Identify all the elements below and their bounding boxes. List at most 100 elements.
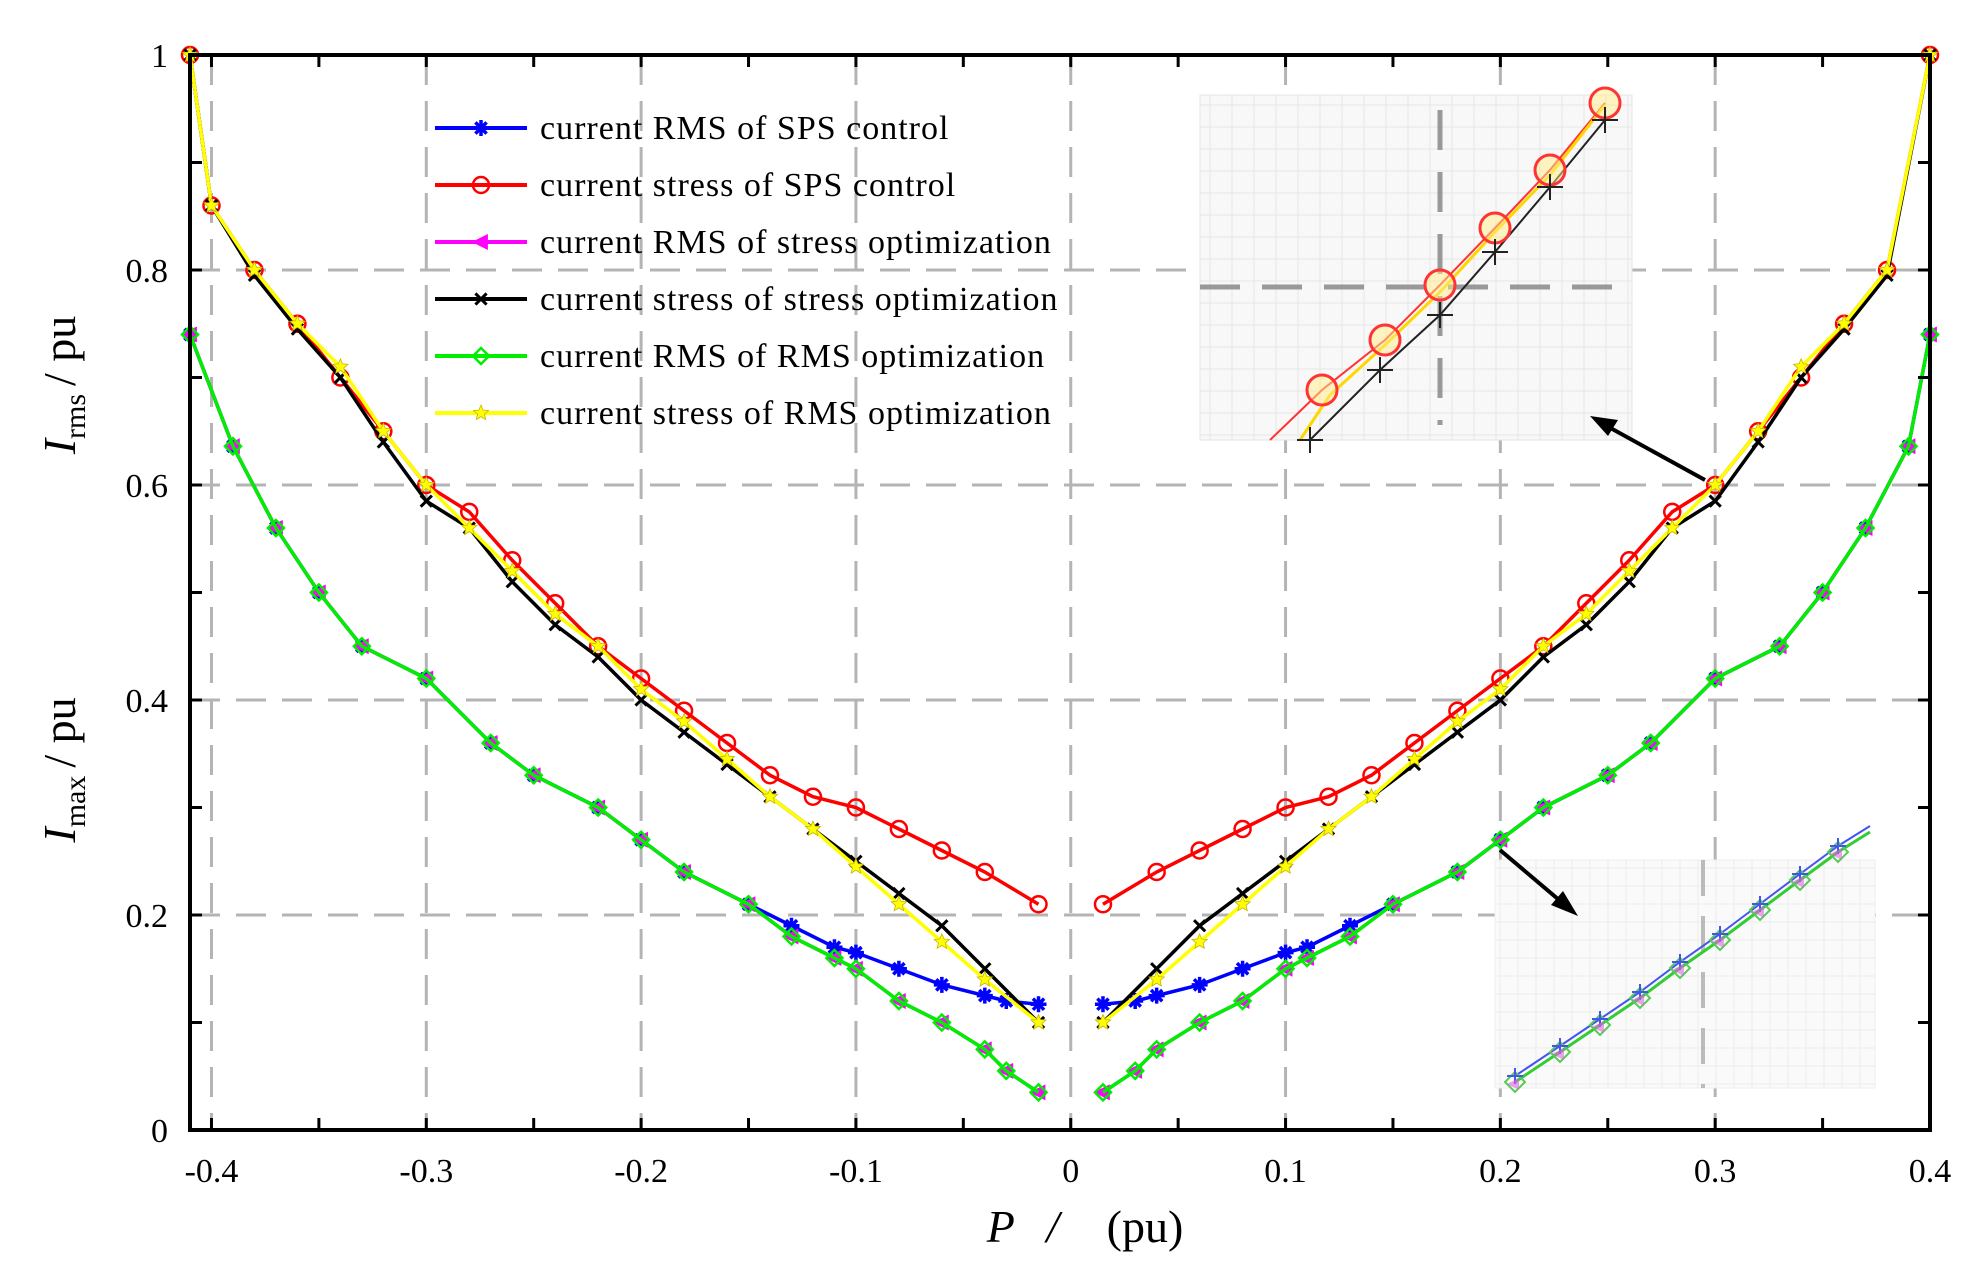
data-point [1191, 932, 1209, 950]
data-point [826, 939, 843, 956]
data-point [471, 175, 491, 195]
data-point [474, 292, 488, 306]
data-point [1448, 712, 1466, 729]
data-point [1898, 436, 1919, 457]
y-axis-label-upper: Irms / pu [34, 316, 92, 456]
data-point [761, 787, 779, 805]
data-point [1147, 862, 1166, 882]
x-axis-label: P / (pu) [986, 1201, 1184, 1252]
legend-item: current RMS of SPS control [435, 110, 949, 147]
legend-label: current RMS of RMS optimization [540, 338, 1045, 375]
x-tick-label: 0.4 [1909, 1153, 1952, 1190]
data-point [523, 765, 544, 786]
data-point [473, 120, 489, 136]
data-point [738, 894, 759, 915]
zoom-inset-upper [1199, 86, 1633, 453]
data-point [996, 1061, 1017, 1081]
data-point [1234, 895, 1252, 912]
data-point [1362, 766, 1381, 785]
y-lower-var: I [34, 825, 85, 844]
x-axis-sep: / [1043, 1201, 1063, 1252]
arrow-to-upper-inset [1590, 416, 1706, 482]
data-point [783, 917, 800, 934]
data-point [890, 960, 907, 977]
legend-item: current stress of RMS optimization [435, 395, 1051, 432]
data-point [803, 787, 823, 806]
data-point [471, 346, 491, 366]
data-point [288, 314, 306, 332]
data-point [480, 733, 501, 753]
data-point [1235, 886, 1250, 901]
legend-label: current stress of SPS control [540, 167, 956, 204]
data-point [1792, 357, 1810, 375]
data-point [675, 712, 693, 729]
data-point [1232, 991, 1253, 1011]
data-point [1598, 765, 1618, 786]
legend-label: current RMS of SPS control [540, 110, 949, 147]
legend-item: current RMS of stress optimization [435, 224, 1052, 261]
y-upper-unit: / pu [34, 316, 85, 386]
x-tick-labels: -0.4 -0.3 -0.2 -0.1 0 0.1 0.2 0.3 0.4 [185, 1153, 1952, 1190]
x-tick-label: -0.2 [614, 1153, 668, 1190]
data-point [824, 948, 845, 968]
data-point [1276, 857, 1295, 874]
data-point [1094, 996, 1111, 1013]
data-point [1190, 841, 1209, 860]
legend-item: current stress of SPS control [435, 167, 956, 204]
data-point [1277, 944, 1294, 961]
data-point [1150, 962, 1164, 976]
data-point [1340, 926, 1360, 947]
data-point [546, 604, 564, 622]
data-point [1192, 919, 1207, 933]
data-point [1233, 819, 1252, 839]
data-point [976, 987, 993, 1004]
x-tick-label: 0.2 [1479, 1153, 1522, 1190]
data-point [460, 518, 478, 536]
data-point [1030, 996, 1047, 1013]
data-point [1234, 960, 1251, 977]
y-tick-label: 0 [151, 1113, 168, 1150]
data-point [890, 895, 908, 912]
data-point [978, 962, 992, 976]
arrow-to-lower-inset [1498, 848, 1578, 916]
data-point [760, 766, 780, 785]
data-point [471, 233, 488, 251]
data-point [847, 944, 864, 961]
data-point [1275, 958, 1296, 979]
y-upper-sub: rms [59, 394, 92, 439]
data-point [1620, 561, 1638, 579]
y-axis-label-lower: Imax / pu [34, 697, 92, 843]
data-point [1146, 1039, 1167, 1060]
data-point [1319, 819, 1338, 837]
data-point [976, 970, 994, 987]
data-point [1749, 422, 1767, 439]
x-tick-label: -0.3 [399, 1153, 453, 1190]
data-point [631, 829, 651, 850]
data-point [1708, 494, 1722, 508]
data-point [1706, 475, 1724, 493]
data-point [1125, 1061, 1145, 1081]
data-point [804, 819, 822, 837]
data-point [374, 422, 392, 439]
legend-label: current RMS of stress optimization [540, 224, 1052, 261]
data-point [266, 518, 286, 538]
svg-text:Imax/ pu: Imax / pu [34, 697, 92, 843]
data-point [1191, 976, 1208, 993]
data-point [503, 561, 521, 579]
data-point [419, 494, 433, 508]
data-point [202, 196, 221, 213]
tick-layer [190, 53, 1932, 1132]
series-line [1101, 334, 1932, 1094]
data-point [975, 1039, 995, 1060]
y-tick-labels: 0 0.2 0.4 0.6 0.8 1 [126, 38, 169, 1150]
data-point [1028, 1082, 1049, 1103]
data-point [718, 750, 736, 767]
y-tick-label: 0.2 [126, 898, 169, 935]
y-upper-var: I [34, 436, 85, 455]
series-layer [180, 45, 1940, 1103]
x-tick-label: 0.1 [1264, 1153, 1307, 1190]
data-point [932, 1012, 952, 1033]
x-tick-label: 0.3 [1694, 1153, 1737, 1190]
data-point [1148, 987, 1165, 1004]
